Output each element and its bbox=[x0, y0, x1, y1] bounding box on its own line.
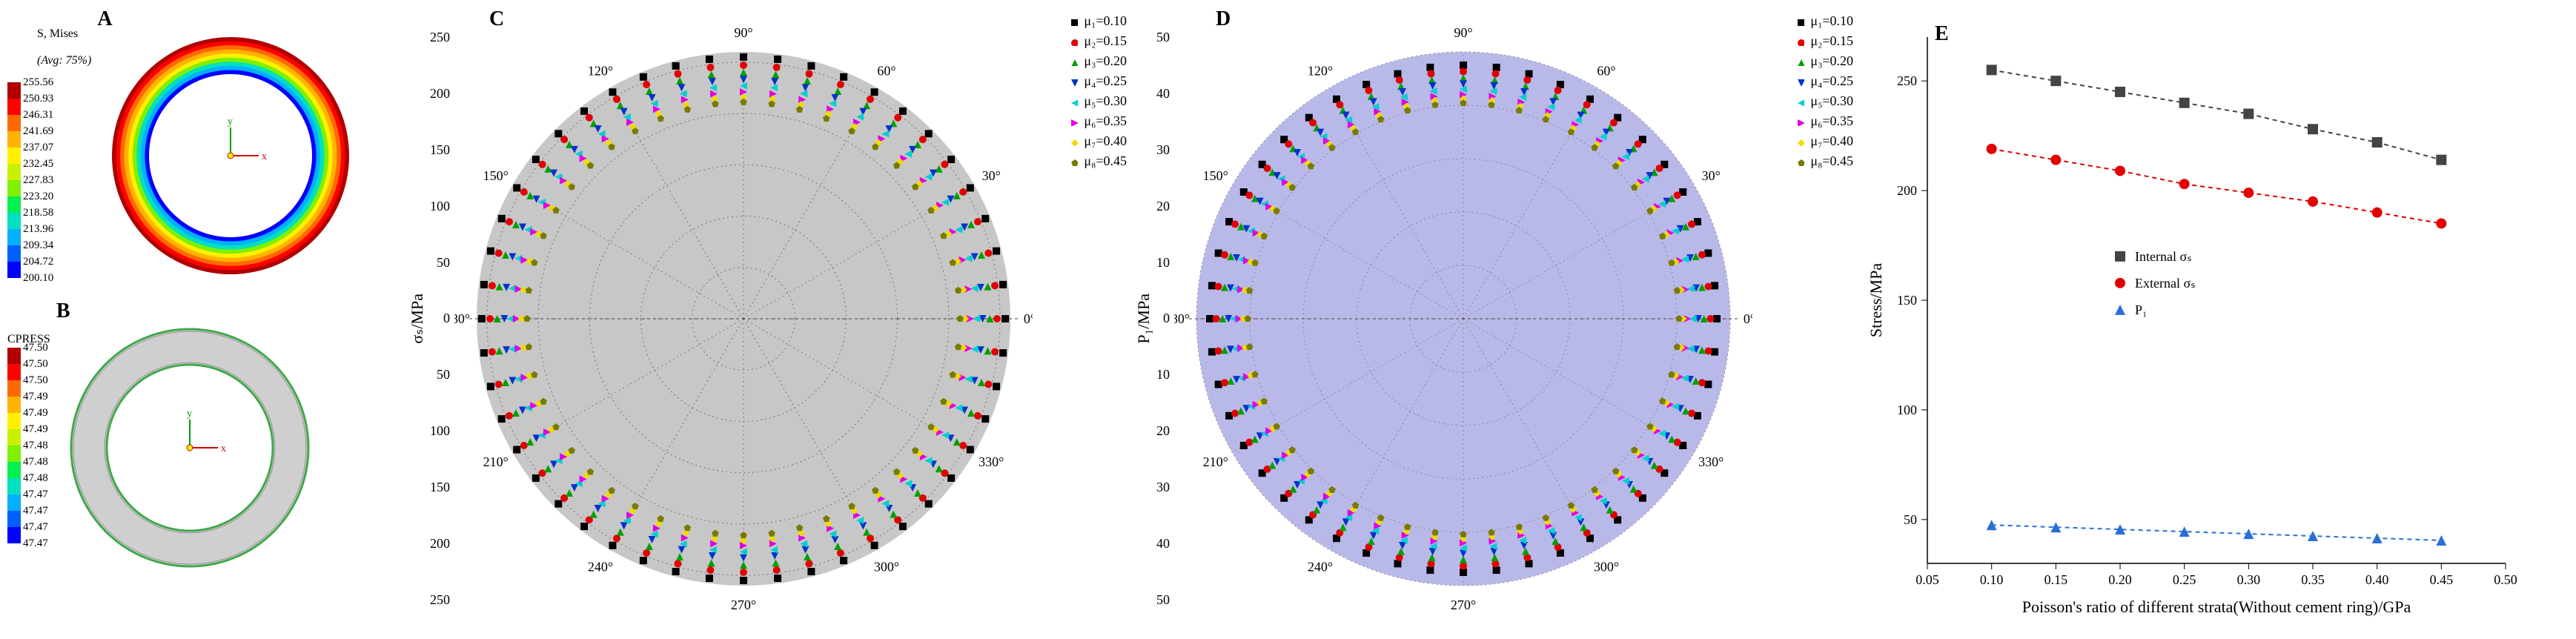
svg-text:270°: 270° bbox=[1451, 597, 1476, 612]
svg-text:330°: 330° bbox=[979, 454, 1004, 469]
panel-E-letter: E bbox=[1935, 22, 1949, 46]
svg-text:P₁: P₁ bbox=[2135, 302, 2147, 317]
svg-text:External σₛ: External σₛ bbox=[2135, 276, 2196, 291]
svg-text:50: 50 bbox=[1904, 512, 1917, 527]
svg-text:0.50: 0.50 bbox=[2494, 572, 2517, 587]
svg-text:300°: 300° bbox=[874, 559, 899, 574]
svg-text:0°: 0° bbox=[1744, 311, 1752, 326]
svg-text:120°: 120° bbox=[588, 64, 613, 79]
svg-text:150: 150 bbox=[1897, 293, 1917, 308]
svg-text:0.20: 0.20 bbox=[2108, 572, 2132, 587]
panel-E: E 0.05 0.10 0.15 0.20 0.25 0.30 0.35 0.40 0.45 0.… bbox=[1861, 7, 2528, 630]
svg-text:0.45: 0.45 bbox=[2430, 572, 2454, 587]
svg-text:180°: 180° bbox=[1174, 311, 1190, 326]
svg-text:180°: 180° bbox=[454, 311, 470, 326]
svg-text:30°: 30° bbox=[1702, 168, 1721, 183]
svg-text:0.10: 0.10 bbox=[1980, 572, 2004, 587]
panel-C-ylabel: σₛ/MPa bbox=[408, 294, 427, 344]
svg-text:0.15: 0.15 bbox=[2044, 572, 2068, 587]
svg-text:240°: 240° bbox=[588, 559, 613, 574]
svg-text:30°: 30° bbox=[982, 168, 1001, 183]
svg-text:250: 250 bbox=[1897, 73, 1917, 88]
panel-C-yticks: 25020015010050050100150200250 bbox=[430, 30, 450, 608]
svg-text:0.40: 0.40 bbox=[2365, 572, 2389, 587]
panel-D-legend: μ₁=0.10μ₂=0.15μ₃=0.20μ₄=0.25μ₅=0.30μ₆=0.… bbox=[1795, 13, 1853, 173]
svg-text:0°: 0° bbox=[1024, 311, 1033, 326]
colorbar-A: S, Mises (Avg: 75%) 255.56250.93246.3124… bbox=[7, 14, 91, 286]
svg-text:y: y bbox=[228, 116, 233, 128]
svg-text:90°: 90° bbox=[1454, 25, 1472, 40]
svg-text:0.25: 0.25 bbox=[2173, 572, 2196, 587]
svg-text:300°: 300° bbox=[1594, 559, 1619, 574]
colorbar-B: CPRESS 47.5047.5047.5047.4947.4947.4947.… bbox=[7, 333, 50, 552]
svg-text:Stress/MPa: Stress/MPa bbox=[1867, 263, 1885, 337]
panel-D-yticks: 504030201001020304050 bbox=[1156, 30, 1170, 608]
svg-text:Poisson's ratio of different s: Poisson's ratio of different strata(With… bbox=[2022, 597, 2411, 616]
svg-text:90°: 90° bbox=[734, 25, 752, 40]
svg-text:Internal σₛ: Internal σₛ bbox=[2135, 249, 2192, 264]
panel-C-legend: μ₁=0.10μ₂=0.15μ₃=0.20μ₄=0.25μ₅=0.30μ₆=0.… bbox=[1069, 13, 1127, 173]
panel-AB-column: S, Mises (Avg: 75%) 255.56250.93246.3124… bbox=[7, 7, 393, 584]
panel-C: C σₛ/MPa 25020015010050050100150200250 0… bbox=[408, 7, 1119, 630]
svg-text:150°: 150° bbox=[483, 168, 509, 183]
svg-text:210°: 210° bbox=[1203, 454, 1228, 469]
svg-text:120°: 120° bbox=[1308, 64, 1333, 79]
svg-text:x: x bbox=[262, 151, 267, 162]
svg-text:0.30: 0.30 bbox=[2237, 572, 2261, 587]
panel-B-ring: B x y bbox=[56, 299, 323, 584]
panel-D: D P₁/MPa 504030201001020304050 0°30°60°9… bbox=[1134, 7, 1846, 630]
svg-text:240°: 240° bbox=[1308, 559, 1333, 574]
svg-text:150°: 150° bbox=[1203, 168, 1228, 183]
svg-text:60°: 60° bbox=[1597, 64, 1615, 79]
figure-row: S, Mises (Avg: 75%) 255.56250.93246.3124… bbox=[7, 7, 2569, 630]
svg-text:60°: 60° bbox=[877, 64, 895, 79]
svg-text:x: x bbox=[221, 443, 226, 454]
svg-text:y: y bbox=[187, 408, 192, 420]
svg-text:0.05: 0.05 bbox=[1916, 572, 1939, 587]
panel-B-letter: B bbox=[56, 299, 70, 323]
panel-B: CPRESS 47.5047.5047.5047.4947.4947.4947.… bbox=[7, 299, 393, 584]
panel-D-ylabel: P₁/MPa bbox=[1134, 294, 1153, 344]
svg-text:330°: 330° bbox=[1698, 454, 1724, 469]
svg-text:270°: 270° bbox=[731, 597, 756, 612]
panel-A-ring: A x y bbox=[97, 7, 364, 292]
svg-text:200: 200 bbox=[1897, 183, 1917, 198]
panel-A-letter: A bbox=[97, 7, 112, 31]
panel-A: S, Mises (Avg: 75%) 255.56250.93246.3124… bbox=[7, 7, 393, 292]
colorbar-A-title: S, Mises (Avg: 75%) bbox=[7, 14, 91, 81]
svg-text:100: 100 bbox=[1897, 403, 1917, 417]
svg-text:0.35: 0.35 bbox=[2301, 572, 2325, 587]
svg-text:210°: 210° bbox=[483, 454, 509, 469]
